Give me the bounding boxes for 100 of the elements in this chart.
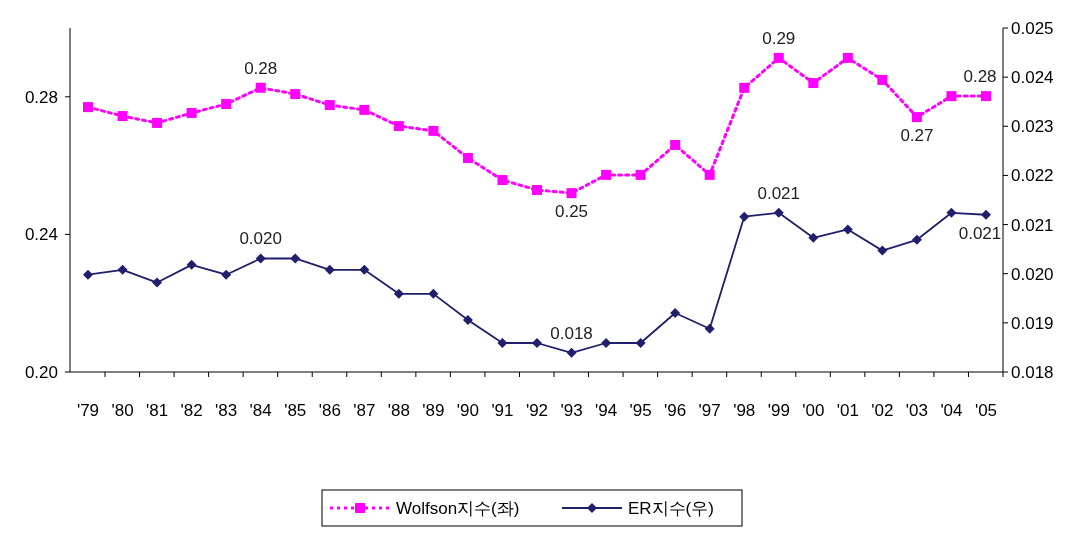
point xyxy=(428,125,439,136)
point xyxy=(462,153,473,164)
legend-label: Wolfson지수(좌) xyxy=(396,499,520,518)
point xyxy=(152,277,163,288)
x-tick-label: '83 xyxy=(215,401,238,420)
point xyxy=(152,117,163,128)
point xyxy=(255,82,266,93)
data-label: 0.020 xyxy=(239,229,282,249)
x-tick-label: '98 xyxy=(733,401,756,420)
point xyxy=(117,264,128,275)
point xyxy=(704,323,715,334)
point xyxy=(842,224,853,235)
point xyxy=(946,91,957,102)
x-tick-label: '01 xyxy=(836,401,859,420)
point xyxy=(324,264,335,275)
point xyxy=(462,314,473,325)
point xyxy=(186,259,197,270)
point xyxy=(186,107,197,118)
point xyxy=(911,234,922,245)
x-tick-label: '94 xyxy=(595,401,618,420)
y2-tick-label: 0.022 xyxy=(1011,166,1054,186)
x-tick-label: '03 xyxy=(905,401,928,420)
x-tick-label: '04 xyxy=(940,401,963,420)
y2-tick-label: 0.019 xyxy=(1011,313,1054,333)
point xyxy=(704,169,715,180)
point xyxy=(497,338,508,349)
x-tick-label: '84 xyxy=(249,401,272,420)
point xyxy=(773,52,784,63)
point xyxy=(808,232,819,243)
data-label: 0.27 xyxy=(900,126,934,146)
point xyxy=(290,89,301,100)
x-tick-label: '96 xyxy=(664,401,687,420)
x-tick-label: '93 xyxy=(560,401,583,420)
point xyxy=(635,169,646,180)
x-tick-label: '86 xyxy=(318,401,341,420)
x-tick-label: '92 xyxy=(525,401,549,420)
x-tick-label: '79 xyxy=(76,401,100,420)
x-tick-label: '87 xyxy=(353,401,376,420)
point xyxy=(670,308,681,319)
point xyxy=(981,91,991,102)
point xyxy=(808,78,819,89)
point xyxy=(635,338,646,349)
x-tick-label: '88 xyxy=(387,401,410,420)
x-tick-label: '05 xyxy=(974,401,998,420)
y-tick-label: 0.20 xyxy=(24,363,58,382)
data-label: 0.28 xyxy=(963,67,997,87)
y-tick-label: 0.24 xyxy=(24,225,58,245)
point xyxy=(497,175,508,186)
point xyxy=(359,104,370,115)
x-tick-label: '80 xyxy=(111,401,134,420)
point xyxy=(739,211,750,222)
data-label: 0.021 xyxy=(958,223,1002,243)
y2-tick-label: 0.018 xyxy=(1011,363,1054,382)
point xyxy=(532,185,542,196)
point xyxy=(877,74,888,85)
point xyxy=(601,169,612,180)
x-tick-label: '02 xyxy=(871,401,894,420)
x-tick-label: '82 xyxy=(180,401,203,420)
x-tick-label: '89 xyxy=(422,401,445,420)
point xyxy=(324,100,335,111)
point xyxy=(842,52,853,63)
point xyxy=(117,111,128,122)
data-label: 0.018 xyxy=(550,323,593,343)
point xyxy=(221,99,232,110)
point xyxy=(532,338,542,349)
y-tick-label: 0.28 xyxy=(24,87,58,107)
data-label: 0.021 xyxy=(757,183,801,203)
legend-label: ER지수(우) xyxy=(628,499,714,518)
data-label: 0.29 xyxy=(762,28,796,48)
data-label: 0.28 xyxy=(244,58,278,78)
point xyxy=(83,102,93,113)
point xyxy=(739,82,750,93)
x-tick-label: '85 xyxy=(284,401,307,420)
x-tick-label: '99 xyxy=(767,401,790,420)
point xyxy=(566,188,577,199)
x-tick-label: '91 xyxy=(491,401,514,420)
x-tick-label: '81 xyxy=(146,401,169,420)
point xyxy=(359,264,370,275)
point xyxy=(393,121,404,132)
y2-tick-label: 0.025 xyxy=(1011,19,1054,38)
y2-tick-label: 0.021 xyxy=(1011,215,1054,235)
data-label: 0.25 xyxy=(554,202,589,222)
x-tick-label: '95 xyxy=(629,401,652,420)
point xyxy=(911,112,922,123)
y2-tick-label: 0.024 xyxy=(1011,68,1054,88)
y2-tick-label: 0.023 xyxy=(1011,117,1054,137)
y2-tick-label: 0.020 xyxy=(1011,264,1054,284)
x-tick-label: '00 xyxy=(802,401,825,420)
point xyxy=(83,269,93,280)
point xyxy=(670,139,681,150)
point xyxy=(255,253,266,264)
point xyxy=(290,253,301,264)
point xyxy=(981,209,991,220)
point xyxy=(566,347,577,358)
point xyxy=(221,269,232,280)
x-tick-label: '90 xyxy=(456,401,479,420)
point xyxy=(773,207,784,218)
point xyxy=(877,245,888,256)
x-tick-label: '97 xyxy=(698,401,721,420)
point xyxy=(393,288,404,299)
